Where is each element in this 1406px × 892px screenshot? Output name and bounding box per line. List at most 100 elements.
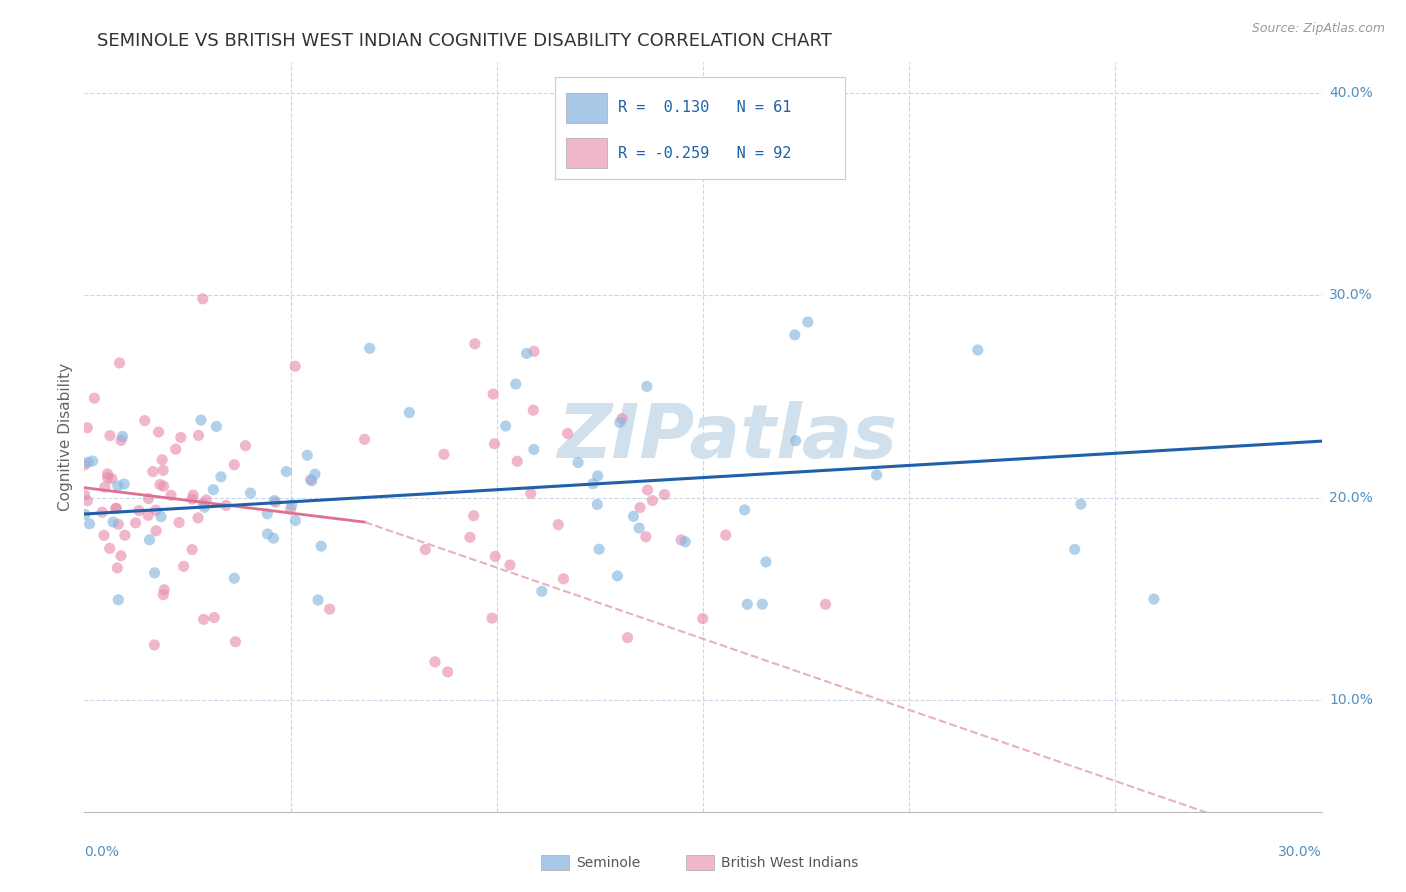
Point [586,498,609,512]
Y-axis label: Cognitive Disability: Cognitive Disability [58,363,73,511]
Point [167,516,190,530]
Point [224,634,246,648]
Point [785,434,807,448]
Text: Source: ZipAtlas.com: Source: ZipAtlas.com [1251,22,1385,36]
Point [150,509,173,524]
Point [209,470,232,484]
Point [586,469,609,483]
Point [191,292,214,306]
Point [97,467,120,481]
Point [138,491,160,506]
Point [515,346,537,360]
Point [152,479,174,493]
Point [1063,542,1085,557]
Point [522,403,544,417]
Point [797,315,820,329]
Point [641,493,664,508]
Point [110,434,132,448]
Text: ZIPatlas: ZIPatlas [558,401,898,474]
Point [76,421,98,435]
Point [224,571,246,585]
Point [94,480,117,494]
Point [359,341,381,355]
Point [165,442,187,457]
Point [588,542,610,557]
Point [610,411,633,425]
Point [484,437,506,451]
Point [1143,592,1166,607]
Point [152,463,174,477]
Point [82,454,104,468]
Point [301,474,323,488]
Point [557,426,579,441]
Point [112,477,135,491]
Point [98,428,121,442]
Point [495,419,517,434]
Point [1070,497,1092,511]
Point [481,611,503,625]
Point [865,467,887,482]
Point [202,483,225,497]
Point [966,343,988,357]
Point [239,486,262,500]
Point [152,588,174,602]
Point [124,516,146,530]
Point [423,655,446,669]
Point [669,533,692,547]
Point [499,558,522,572]
Text: 30.0%: 30.0% [1278,846,1322,859]
Point [284,359,307,374]
Point [111,429,134,443]
Point [114,528,136,542]
Text: 30.0%: 30.0% [1329,288,1372,302]
Point [181,542,204,557]
Point [97,470,120,484]
Point [463,508,485,523]
Point [673,534,696,549]
Point [98,541,121,556]
Point [307,593,329,607]
Point [297,448,319,462]
Point [353,433,375,447]
Point [77,455,100,469]
Point [623,509,645,524]
Point [91,505,114,519]
Point [73,488,96,502]
Point [415,542,437,557]
Point [281,498,304,512]
Point [107,517,129,532]
Point [145,524,167,538]
Point [734,503,756,517]
Point [398,406,420,420]
Point [636,379,658,393]
Point [101,515,124,529]
Point [104,501,127,516]
Point [128,504,150,518]
Point [202,610,225,624]
Point [224,458,246,472]
Point [433,447,456,461]
Point [609,416,631,430]
Point [814,597,837,611]
Point [215,499,238,513]
Point [263,531,285,545]
Point [134,414,156,428]
Point [547,517,569,532]
Point [138,533,160,547]
Point [105,561,128,575]
Text: Seminole: Seminole [576,855,641,870]
Point [606,569,628,583]
Text: SEMINOLE VS BRITISH WEST INDIAN COGNITIVE DISABILITY CORRELATION CHART: SEMINOLE VS BRITISH WEST INDIAN COGNITIV… [97,32,831,50]
Point [101,472,124,486]
Point [181,491,204,506]
Point [195,493,218,508]
Point [436,665,458,679]
Point [173,559,195,574]
Point [654,487,676,501]
Point [190,413,212,427]
Point [567,456,589,470]
Point [616,631,638,645]
Point [73,458,96,472]
Point [110,549,132,563]
Point [170,430,193,444]
